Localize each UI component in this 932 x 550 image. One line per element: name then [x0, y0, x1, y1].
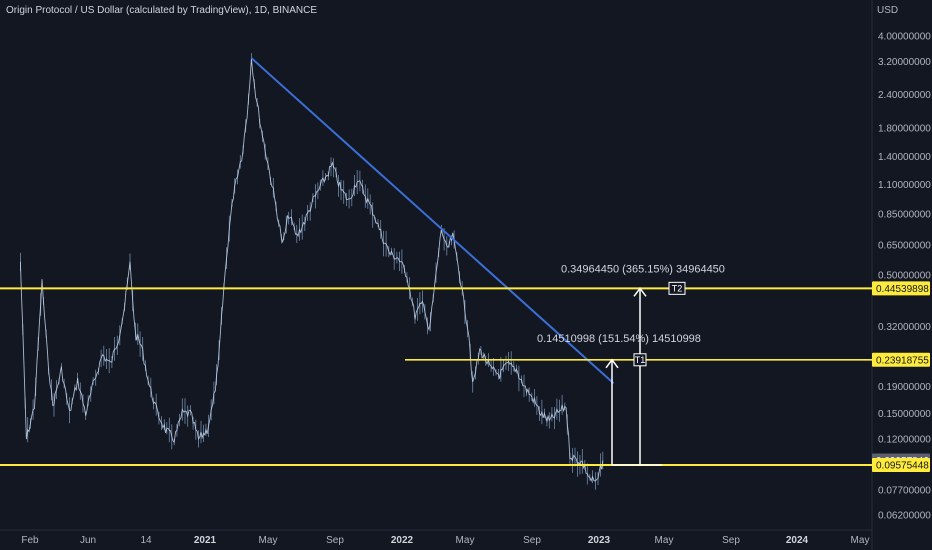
y-tick-label: 4.00000000: [878, 32, 931, 43]
x-tick-label: 2022: [391, 535, 414, 546]
x-tick-label: May: [851, 535, 870, 546]
y-tick-label: 1.80000000: [878, 123, 931, 134]
t2-box: [668, 281, 686, 295]
level-tag-top: 0.44539898: [876, 284, 929, 295]
x-tick-label: May: [259, 535, 278, 546]
price-candles: [20, 53, 604, 490]
y-tick-label: 0.32000000: [878, 322, 931, 333]
y-tick-label: 0.85000000: [878, 210, 931, 221]
y-tick-label: 0.06200000: [878, 511, 931, 522]
t1-box: [633, 353, 647, 367]
level-tag-top-bg: [872, 281, 930, 296]
x-tick-label: 14: [140, 535, 152, 546]
x-tick-label: Sep: [722, 535, 740, 546]
y-tick-label: 3.20000000: [878, 57, 931, 68]
x-tick-label: 2021: [194, 535, 217, 546]
x-tick-label: May: [655, 535, 674, 546]
price-axis-unit: USD: [877, 5, 899, 16]
y-tick-label: 0.15000000: [878, 409, 931, 420]
x-tick-label: Jun: [80, 535, 96, 546]
x-tick-label: Sep: [326, 535, 344, 546]
t1-label: T1: [635, 355, 646, 365]
chart-title: Origin Protocol / US Dollar (calculated …: [6, 5, 318, 16]
t2-label: T2: [672, 283, 683, 293]
level-tag-bottom: 0.09575448: [876, 461, 929, 472]
level-tag-mid: 0.23918755: [876, 355, 929, 366]
t2-arrow-head: [633, 287, 647, 297]
x-tick-label: Sep: [523, 535, 541, 546]
x-tick-label: May: [456, 535, 475, 546]
y-tick-label: 1.10000000: [878, 180, 931, 191]
x-tick-label: Feb: [21, 535, 39, 546]
y-tick-label: 0.12000000: [878, 435, 931, 446]
y-tick-label: 0.19000000: [878, 382, 931, 393]
price-series: [19, 58, 604, 482]
y-tick-label: 1.40000000: [878, 152, 931, 163]
y-tick-label: 0.07700000: [878, 486, 931, 497]
y-tick-label: 0.65000000: [878, 240, 931, 251]
t1-arrow-head: [605, 358, 619, 369]
y-tick-label: 0.50000000: [878, 271, 931, 282]
x-tick-label: 2024: [786, 535, 809, 546]
y-tick-label: 2.40000000: [878, 90, 931, 101]
t2-measure-text: 0.34964450 (365.15%) 34964450: [561, 263, 725, 275]
x-tick-label: 2023: [588, 535, 611, 546]
descending-trendline[interactable]: [250, 57, 615, 385]
level-tag-mid-bg: [872, 352, 930, 367]
level-tag-bottom-bg: [872, 458, 930, 473]
t1-measure-text: 0.14510998 (151.54%) 14510998: [537, 333, 701, 345]
